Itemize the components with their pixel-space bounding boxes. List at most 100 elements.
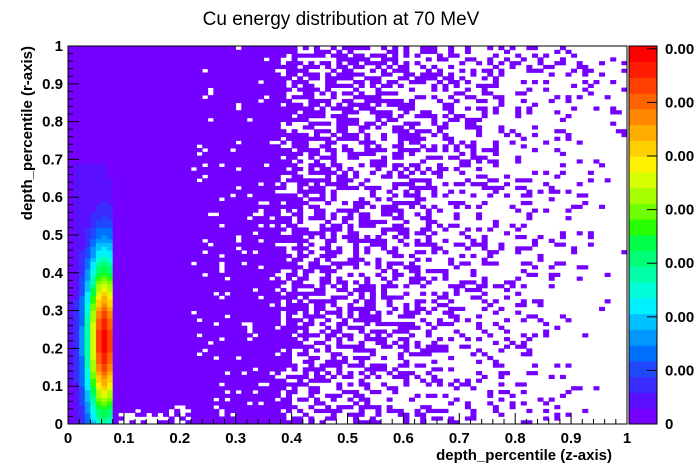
- heatmap-cell: [151, 303, 158, 308]
- heatmap-cell: [129, 57, 136, 62]
- heatmap-cell: [101, 216, 108, 221]
- heatmap-cell: [79, 144, 86, 149]
- heatmap-cell: [135, 136, 142, 141]
- heatmap-cell: [397, 344, 404, 349]
- heatmap-cell: [341, 117, 348, 122]
- heatmap-cell: [313, 231, 320, 236]
- heatmap-cell: [179, 363, 186, 368]
- heatmap-cell: [313, 163, 320, 168]
- heatmap-cell: [140, 310, 147, 315]
- heatmap-cell: [364, 333, 371, 338]
- heatmap-cell: [375, 114, 382, 119]
- heatmap-cell: [196, 272, 203, 277]
- heatmap-cell: [90, 333, 97, 338]
- heatmap-cell: [84, 163, 91, 168]
- heatmap-cell: [185, 371, 192, 376]
- heatmap-cell: [202, 314, 209, 319]
- heatmap-cell: [146, 250, 153, 255]
- heatmap-cell: [135, 148, 142, 153]
- heatmap-cell: [95, 121, 102, 126]
- heatmap-cell: [263, 166, 270, 172]
- heatmap-cell: [185, 337, 192, 342]
- heatmap-cell: [79, 389, 86, 395]
- heatmap-cell: [274, 193, 281, 198]
- heatmap-cell: [84, 355, 91, 361]
- heatmap-cell: [84, 83, 91, 88]
- heatmap-cell: [101, 95, 108, 100]
- heatmap-cell: [420, 250, 427, 255]
- heatmap-cell: [163, 284, 170, 289]
- heatmap-cell: [325, 242, 332, 247]
- heatmap-cell: [252, 276, 259, 281]
- heatmap-cell: [207, 397, 214, 402]
- heatmap-cell: [163, 216, 170, 221]
- heatmap-cell: [185, 144, 192, 149]
- heatmap-cell: [123, 121, 130, 126]
- heatmap-cell: [341, 106, 348, 111]
- heatmap-cell: [302, 53, 309, 58]
- heatmap-cell: [196, 46, 203, 51]
- heatmap-cell: [224, 272, 231, 277]
- heatmap-cell: [230, 340, 237, 346]
- heatmap-cell: [79, 378, 86, 383]
- heatmap-cell: [235, 269, 242, 274]
- heatmap-cell: [392, 166, 399, 172]
- heatmap-cell: [235, 405, 242, 410]
- heatmap-cell: [123, 53, 130, 58]
- heatmap-cell: [263, 303, 270, 308]
- heatmap-cell: [101, 329, 108, 334]
- heatmap-cell: [336, 405, 343, 410]
- heatmap-cell: [146, 87, 153, 92]
- heatmap-cell: [202, 280, 209, 285]
- heatmap-cell: [241, 348, 248, 353]
- heatmap-cell: [185, 367, 192, 372]
- heatmap-cell: [341, 208, 348, 213]
- heatmap-cell: [263, 284, 270, 289]
- heatmap-cell: [224, 155, 231, 160]
- heatmap-cell: [101, 117, 108, 122]
- heatmap-cell: [213, 333, 220, 338]
- heatmap-cell: [336, 166, 343, 172]
- heatmap-cell: [319, 170, 326, 175]
- heatmap-cell: [207, 132, 214, 138]
- heatmap-cell: [79, 310, 86, 315]
- heatmap-cell: [297, 212, 304, 217]
- heatmap-cell: [129, 144, 136, 149]
- heatmap-cell: [269, 219, 276, 225]
- heatmap-cell: [68, 374, 74, 380]
- heatmap-cell: [224, 265, 231, 270]
- heatmap-cell: [196, 170, 203, 175]
- heatmap-cell: [112, 235, 119, 240]
- heatmap-cell: [224, 310, 231, 315]
- heatmap-cell: [174, 204, 181, 209]
- heatmap-cell: [112, 178, 119, 183]
- heatmap-cell: [269, 57, 276, 62]
- heatmap-cell: [347, 117, 354, 122]
- heatmap-cell: [101, 363, 108, 368]
- heatmap-cell: [252, 68, 259, 73]
- heatmap-cell: [185, 280, 192, 285]
- heatmap-cell: [397, 170, 404, 175]
- heatmap-cell: [347, 208, 354, 213]
- heatmap-cell: [392, 276, 399, 281]
- heatmap-cell: [297, 246, 304, 251]
- heatmap-cell: [336, 121, 343, 126]
- heatmap-cell: [218, 72, 225, 77]
- heatmap-cell: [353, 170, 360, 175]
- heatmap-cell: [185, 265, 192, 270]
- heatmap-cell: [157, 166, 164, 172]
- heatmap-cell: [241, 219, 248, 225]
- heatmap-cell: [397, 408, 404, 414]
- heatmap-cell: [202, 223, 209, 228]
- heatmap-cell: [101, 72, 108, 77]
- heatmap-cell: [185, 106, 192, 111]
- heatmap-cell: [347, 389, 354, 395]
- heatmap-cell: [420, 49, 427, 54]
- heatmap-cell: [101, 49, 108, 54]
- heatmap-cell: [157, 367, 164, 372]
- heatmap-cell: [336, 49, 343, 54]
- heatmap-cell: [235, 87, 242, 92]
- heatmap-cell: [123, 371, 130, 376]
- heatmap-cell: [157, 265, 164, 270]
- heatmap-cell: [325, 76, 332, 81]
